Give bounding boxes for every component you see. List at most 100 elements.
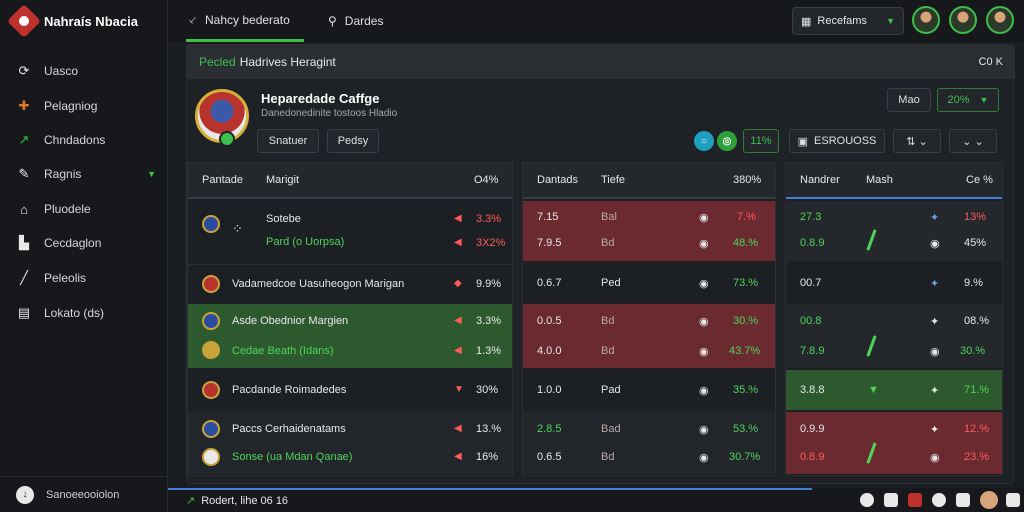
team-crest-icon [202, 448, 220, 466]
cell-value: 23.% [964, 451, 990, 463]
triangle-icon: ▼ [868, 384, 879, 396]
trend-icon: ↗ [18, 132, 30, 147]
pin-icon[interactable] [884, 493, 898, 507]
table-row[interactable]: 0.9.9 ✦ 12.% 0.8.9 ◉ 23.% [786, 412, 1002, 474]
info-icon: ◉ [699, 346, 709, 358]
tab-label: Dardes [344, 14, 384, 28]
match-subtitle: Danedonedinite tostoos Hladio [261, 108, 398, 119]
table-row[interactable]: 3.8.8 ▼ ✦ 71.% [786, 370, 1002, 410]
layout-icon: ▙ [19, 235, 29, 250]
cell-value: 30.% [733, 315, 759, 327]
brand[interactable]: Nahraís Nbacia [0, 0, 167, 42]
cell-value: 13% [964, 211, 987, 223]
flag-icon[interactable] [908, 493, 922, 507]
percent-dropdown[interactable]: 20% ▼ [937, 88, 999, 112]
match-title: Heparedade Caffge [261, 91, 380, 106]
percent-pill[interactable]: 11% [743, 129, 779, 153]
table-row[interactable]: Asde Obednior Margien Cedae Beath (Idans… [188, 304, 512, 368]
team-crest-icon [202, 275, 220, 293]
team-subtitle: Pard (o Uorpsa) [266, 236, 345, 248]
team-name: Vadamedcoe Uasuheogon Marigan [232, 278, 405, 290]
table-row[interactable]: ⁘ Sotebe Pard (o Uorpsa) ◀ 3.3% ◀ 3X2% [188, 201, 512, 261]
target-icon[interactable]: ◎ [717, 131, 737, 151]
box-icon[interactable] [956, 493, 970, 507]
cell-value: Pad [601, 384, 621, 396]
column-header: Nandrer [800, 174, 840, 186]
sidebar-item-pluodele[interactable]: ⌂ Pluodele [0, 194, 168, 224]
table-row[interactable]: 00.8 ✦ 08.% 7.8.9 ◉ 30.% [786, 304, 1002, 368]
sidebar-item-pelagniog[interactable]: ✚ Pelagniog [0, 91, 168, 121]
tab-bederato[interactable]: ⸔ Nahcy bederato [186, 0, 304, 42]
avatar[interactable] [980, 491, 998, 509]
avatar[interactable] [912, 6, 940, 34]
pedsy-button[interactable]: Pedsy [327, 129, 379, 153]
cell-value: 1.3% [476, 345, 502, 357]
sidebar-item-label: Chndadons [44, 133, 106, 147]
chevron-down-icon: ▼ [886, 16, 895, 26]
table-row[interactable]: 7.15 Bal ◉ 7.% 7.9.5 Bd ◉ 48.% [523, 201, 775, 261]
status-bar: ↗ Rodert, lihe 06 16 [168, 488, 1024, 512]
team-crest-icon [202, 215, 220, 233]
info-icon: ◉ [699, 424, 709, 436]
cell-value: Bd [601, 345, 615, 357]
sidebar-item-ragnis[interactable]: ✎ Ragnis ▼ [0, 159, 168, 189]
table-row[interactable]: 1.0.0 Pad ◉ 35.% [523, 370, 775, 410]
chevron-down-icon[interactable]: ▼ [147, 169, 156, 179]
cell-value: 4.0.0 [537, 345, 562, 357]
calendar-icon: ▦ [801, 15, 812, 28]
cell-value: 2.8.5 [537, 423, 562, 435]
status-text: ↗ Rodert, lihe 06 16 [186, 494, 288, 508]
table-row[interactable]: 27.3 ✦ 13% 0.8.9 ◉ 45% [786, 201, 1002, 261]
chevron-down-icon: ⌄ ⌄ [962, 135, 984, 148]
team-subtitle: Sonse (ua Mdan Qanae) [232, 451, 353, 463]
info-icon: ◉ [699, 385, 709, 397]
snatuer-button[interactable]: Snatuer [257, 129, 319, 153]
settings-icon[interactable] [932, 493, 946, 507]
esrouoss-button[interactable]: ▣ ESROUOSS [789, 129, 885, 153]
tab-label: Nahcy bederato [205, 12, 290, 27]
pin-icon: ✦ [930, 316, 940, 328]
column-header: Ce % [966, 174, 993, 186]
main-panel: Pecled Hadrives Heragint C0 K Heparedade… [186, 44, 1015, 484]
table-row[interactable]: 0.0.5 Bd ◉ 30.% 4.0.0 Bd ◉ 43.7% [523, 304, 775, 368]
filter-dropdown[interactable]: ▦ Recefams ▼ [792, 7, 904, 35]
table-header: Dantads Tiefe 380% [523, 163, 775, 199]
sidebar-item-label: Cecdaglon [44, 236, 102, 250]
sidebar-item-uasco[interactable]: ⟳ Uasco [0, 56, 168, 86]
sidebar-item-lokato[interactable]: ▤ Lokato (ds) [0, 298, 168, 328]
cell-value: 7.% [737, 211, 756, 223]
arrow-down-icon: ◆ [454, 278, 462, 289]
avatar[interactable] [986, 6, 1014, 34]
sidebar: Nahraís Nbacia ⟳ Uasco ✚ Pelagniog ↗ Chn… [0, 0, 168, 512]
table-row[interactable]: Pacdande Roimadedes ▼ 30% [188, 370, 512, 410]
info-icon: ◉ [699, 316, 709, 328]
sidebar-item-label: Pluodele [44, 202, 91, 216]
ring-icon[interactable]: ○ [694, 131, 714, 151]
avatar[interactable] [949, 6, 977, 34]
sort-button[interactable]: ⇅ ⌄ [893, 129, 941, 153]
cell-value: 73.% [733, 277, 759, 289]
table-row[interactable]: Vadamedcoe Uasuheogon Marigan ◆ 9.9% [188, 264, 512, 302]
download-icon: ↓ [16, 485, 34, 504]
grid-dots-icon: ⁘ [232, 221, 243, 236]
edit-icon: ✎ [18, 166, 30, 181]
more-button[interactable]: ⌄ ⌄ [949, 129, 997, 153]
sidebar-item-peleolis[interactable]: ╱ Peleolis [0, 263, 168, 293]
table-row[interactable]: Paccs Cerhaidenatams Sonse (ua Mdan Qana… [188, 412, 512, 474]
cell-value: Bd [601, 237, 615, 249]
sidebar-item-chndadons[interactable]: ↗ Chndadons [0, 125, 168, 155]
sidebar-item-label: Pelagniog [44, 99, 98, 113]
tab-dardes[interactable]: ⚲ Dardes [328, 0, 383, 42]
mao-button[interactable]: Mao [887, 88, 931, 112]
table-row[interactable]: 2.8.5 Bad ◉ 53.% 0.6.5 Bd ◉ 30.7% [523, 412, 775, 474]
cell-value: 9.% [964, 277, 983, 289]
sync-icon[interactable] [860, 493, 874, 507]
info-icon: ◉ [699, 278, 709, 290]
info-icon: ◉ [699, 212, 709, 224]
table-row[interactable]: 0.6.7 Ped ◉ 73.% [523, 264, 775, 302]
cell-value: 08.% [964, 315, 990, 327]
table-row[interactable]: 00.7 ✦ 9.% [786, 264, 1002, 302]
sidebar-item-cecdaglon[interactable]: ▙ Cecdaglon [0, 228, 168, 258]
sidebar-footer[interactable]: ↓ Sanoeeooiolon [0, 476, 168, 512]
grid-icon[interactable] [1006, 493, 1020, 507]
